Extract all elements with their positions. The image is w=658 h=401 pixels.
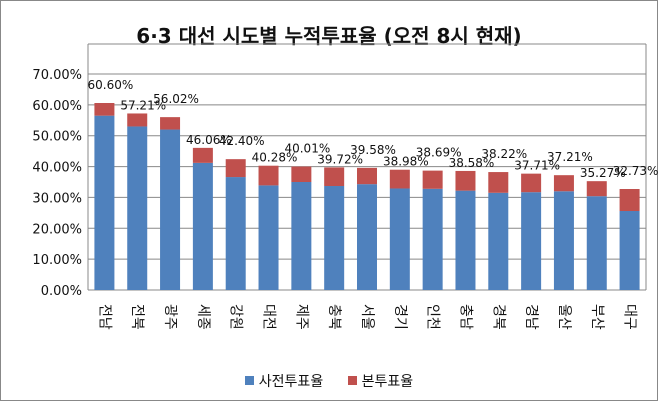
y-tick-label: 20.00% <box>32 222 82 237</box>
x-tick-label: 제주 <box>293 304 309 330</box>
y-tick-label: 40.00% <box>32 161 82 176</box>
bar-pre-vote <box>324 186 345 290</box>
y-tick-label: 70.00% <box>32 68 82 83</box>
data-label: 40.01% <box>284 142 330 156</box>
x-tick-label: 광주 <box>162 304 178 330</box>
bar-pre-vote <box>291 182 312 290</box>
y-tick-label: 50.00% <box>32 130 82 145</box>
legend: 사전투표율 본투표율 <box>0 371 658 391</box>
bar-main-vote <box>521 173 542 193</box>
legend-label-main-vote: 본투표율 <box>361 374 414 390</box>
data-label: 40.28% <box>252 151 298 165</box>
bar-pre-vote <box>258 185 279 290</box>
x-tick-label: 전북 <box>129 304 145 330</box>
x-tick-label: 강원 <box>228 304 244 330</box>
bar-main-vote <box>324 167 345 187</box>
bar-pre-vote <box>127 126 148 290</box>
bar-pre-vote <box>94 115 115 291</box>
bar-main-vote <box>258 165 279 186</box>
x-tick-label: 서울 <box>359 304 375 330</box>
bar-pre-vote <box>488 192 509 290</box>
bar-pre-vote <box>521 192 542 290</box>
legend-item-pre-vote: 사전투표율 <box>244 371 324 391</box>
bar-main-vote <box>422 170 443 189</box>
bar-main-vote <box>488 172 509 193</box>
data-label: 37.21% <box>547 150 593 164</box>
x-tick-label: 경북 <box>490 304 506 330</box>
data-label: 57.21% <box>120 98 166 112</box>
data-label: 38.58% <box>449 156 495 170</box>
data-label: 38.98% <box>383 155 429 169</box>
bar-main-vote <box>586 181 607 197</box>
x-tick-label: 대전 <box>261 304 277 330</box>
legend-item-main-vote: 본투표율 <box>347 371 414 391</box>
data-label: 56.02% <box>153 92 199 106</box>
bar-pre-vote <box>192 162 213 290</box>
x-tick-label: 부산 <box>589 304 605 330</box>
x-tick-label: 경남 <box>523 304 539 330</box>
bar-pre-vote <box>619 211 640 290</box>
bar-main-vote <box>291 166 312 182</box>
data-label: 60.60% <box>88 78 134 92</box>
x-tick-label: 경기 <box>392 304 408 330</box>
bar-main-vote <box>619 189 640 212</box>
x-tick-label: 울산 <box>556 304 572 330</box>
bar-pre-vote <box>553 191 574 290</box>
bar-main-vote <box>225 159 246 178</box>
data-label: 38.22% <box>481 147 527 161</box>
bar-main-vote <box>455 170 476 191</box>
bar-main-vote <box>192 147 213 163</box>
x-tick-label: 전남 <box>96 304 112 330</box>
data-label: 32.73% <box>613 164 658 178</box>
y-tick-label: 60.00% <box>32 99 82 114</box>
bar-pre-vote <box>389 188 410 290</box>
bar-pre-vote <box>422 188 443 290</box>
bar-pre-vote <box>455 190 476 290</box>
bar-pre-vote <box>357 184 377 290</box>
bar-main-vote <box>389 169 410 189</box>
x-tick-label: 인천 <box>425 304 441 330</box>
bar-main-vote <box>94 103 115 116</box>
bar-pre-vote <box>225 177 246 290</box>
bar-main-vote <box>553 175 574 192</box>
data-label: 42.40% <box>219 134 265 148</box>
data-label: 37.71% <box>514 159 560 173</box>
bar-main-vote <box>127 113 148 127</box>
data-label: 35.27% <box>580 166 626 180</box>
y-tick-label: 0.00% <box>41 284 82 299</box>
x-tick-label: 대구 <box>622 304 638 330</box>
y-tick-label: 30.00% <box>32 191 82 206</box>
y-tick-label: 10.00% <box>32 253 82 268</box>
bar-main-vote <box>357 167 377 185</box>
legend-swatch-main-vote <box>347 376 357 385</box>
bar-main-vote <box>160 117 181 130</box>
data-label: 46.06% <box>186 133 232 147</box>
data-label: 39.72% <box>317 152 363 166</box>
bar-pre-vote <box>586 196 607 290</box>
x-tick-label: 세종 <box>195 304 211 330</box>
data-label: 38.69% <box>416 146 462 160</box>
bar-pre-vote <box>160 129 181 290</box>
legend-swatch-pre-vote <box>244 376 254 385</box>
data-label: 39.58% <box>350 143 396 157</box>
x-tick-label: 충북 <box>326 304 342 330</box>
x-tick-label: 충남 <box>457 304 473 330</box>
legend-label-pre-vote: 사전투표율 <box>258 374 324 390</box>
